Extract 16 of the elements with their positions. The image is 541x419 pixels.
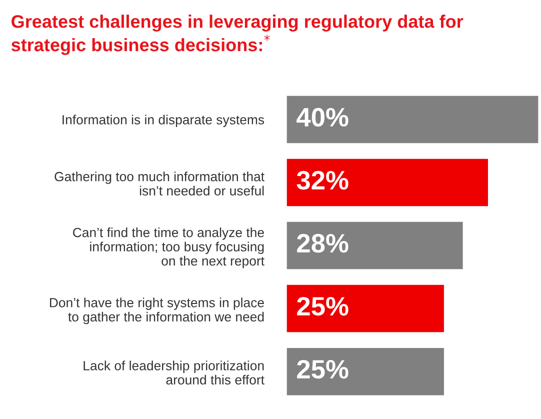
chart-title: Greatest challenges in leveraging regulatory data for strategic business decisions:$^{*}$ — [11, 14, 464, 55]
bar — [286, 96, 538, 144]
y-tick-label: Can’t find the time to analyze the information; too busy focusing on the next report — [73, 227, 264, 268]
y-tick-label: Information is in disparate systems — [62, 114, 264, 128]
y-tick-label: Lack of leadership prioritization around this effort — [84, 360, 264, 385]
bar — [286, 284, 444, 332]
data-label: 32% — [296, 170, 348, 190]
data-label: 28% — [297, 234, 348, 253]
data-label: 25% — [297, 360, 348, 379]
data-label: 25% — [297, 296, 348, 316]
bar — [286, 222, 463, 270]
y-tick-label: Gathering too much information that isn’t needed or useful — [54, 172, 264, 196]
bar — [286, 158, 488, 206]
data-label: 40% — [296, 108, 348, 127]
bar — [286, 348, 444, 396]
y-tick-label: Don’t have the right systems in place to gather the information we need — [50, 298, 264, 324]
